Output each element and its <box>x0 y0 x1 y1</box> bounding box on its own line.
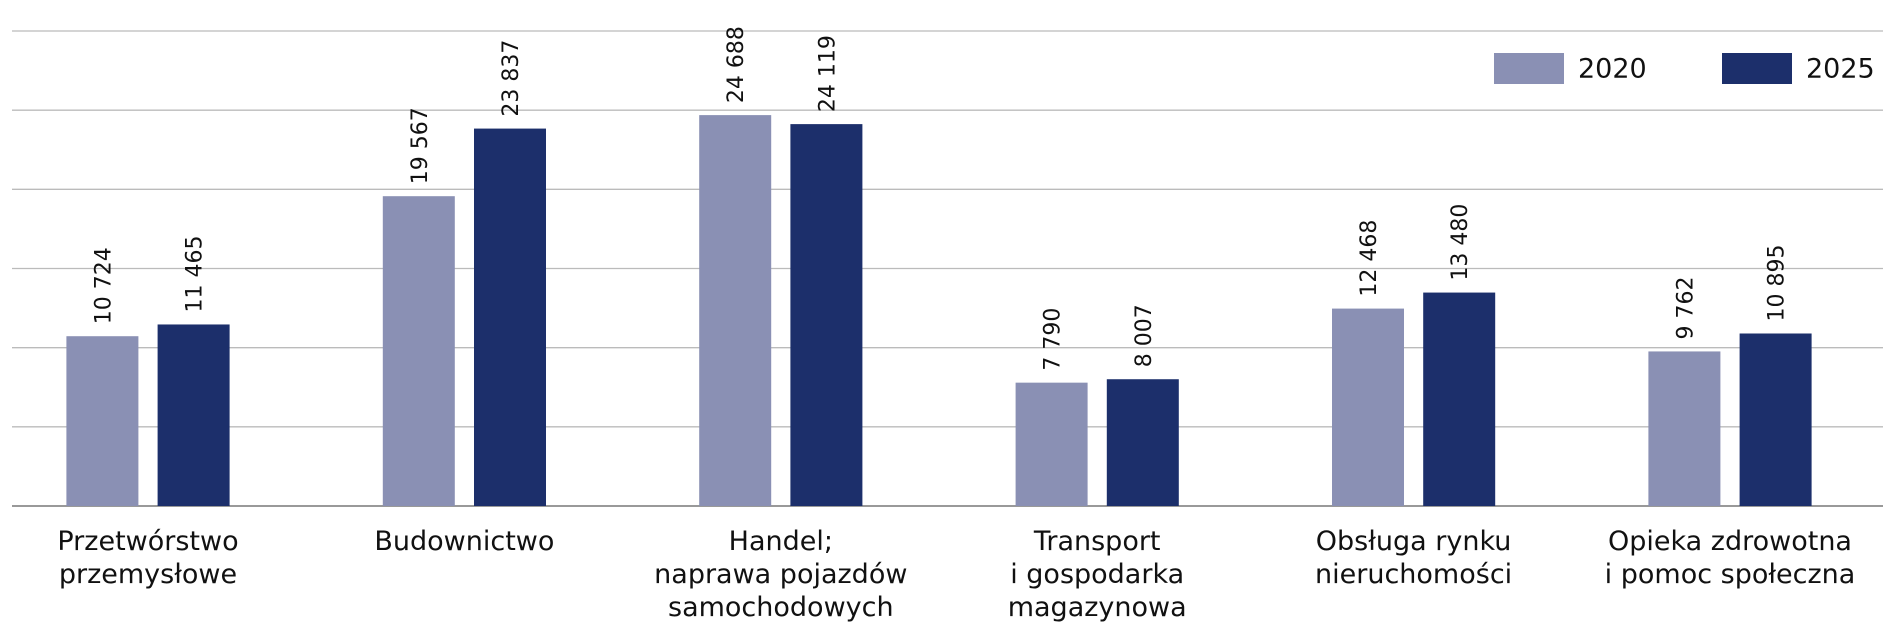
value-label: 23 837 <box>499 40 524 117</box>
legend-label: 2025 <box>1806 54 1875 85</box>
x-tick-label: Budownictwo <box>374 526 555 557</box>
value-label: 8 007 <box>1132 304 1157 367</box>
value-label: 19 567 <box>408 107 433 184</box>
bar <box>382 196 455 507</box>
legend-swatch <box>1494 53 1564 84</box>
bar <box>474 128 546 507</box>
bar <box>1423 292 1496 506</box>
value-label: 7 790 <box>1041 308 1066 371</box>
legend-swatch <box>1722 53 1792 84</box>
bar <box>1015 382 1088 506</box>
bar <box>1739 333 1812 506</box>
x-tick-label: Handel; naprawa pojazdów samochodowych <box>654 526 908 623</box>
value-label: 13 480 <box>1448 204 1473 281</box>
x-tick-label: Obsługa rynku nieruchomości <box>1315 526 1513 590</box>
bar <box>1106 379 1179 506</box>
value-label: 24 688 <box>724 26 749 103</box>
x-tick-label: Transport i gospodarka magazynowa <box>1007 526 1187 623</box>
value-label: 9 762 <box>1673 276 1698 339</box>
bar <box>790 124 863 506</box>
legend-label: 2020 <box>1578 54 1647 85</box>
bar <box>1332 308 1404 506</box>
value-label: 12 468 <box>1357 220 1382 297</box>
value-label: 24 119 <box>815 35 840 112</box>
value-label: 11 465 <box>183 235 208 312</box>
bar <box>1648 351 1721 506</box>
bar <box>157 324 230 506</box>
value-label: 10 895 <box>1765 245 1790 322</box>
x-tick-label: Opieka zdrowotna i pomoc społeczna <box>1604 526 1856 590</box>
x-tick-label: Przetwórstwo przemysłowe <box>57 526 239 590</box>
bar <box>699 115 772 507</box>
value-label: 10 724 <box>91 247 116 324</box>
bar <box>66 336 139 506</box>
